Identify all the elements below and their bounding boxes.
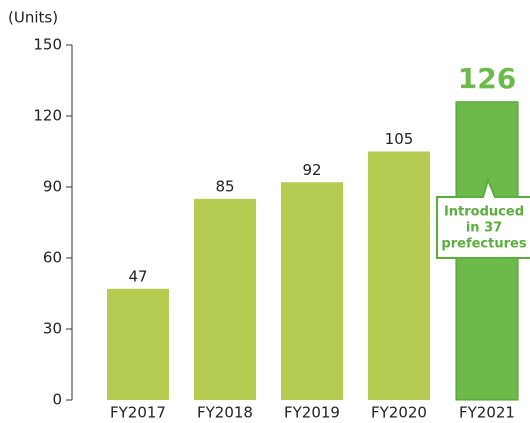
y-tick-label: 120 [33,107,62,125]
value-label: 126 [458,62,516,95]
value-label: 105 [385,130,414,148]
x-tick-label: FY2018 [197,404,253,422]
value-label: 47 [128,267,147,285]
annotation: Introduced [444,205,524,220]
y-tick-label: 60 [43,249,62,267]
value-label: 85 [215,177,234,195]
x-tick-label: FY2017 [110,404,166,422]
x-tick-label: FY2020 [371,404,427,422]
y-tick-label: 0 [52,391,62,409]
bar [368,151,430,400]
y-tick-label: 150 [33,36,62,54]
bar [194,198,256,400]
y-tick-label: 30 [43,320,62,338]
callout-box [436,176,530,259]
value-label: 92 [302,161,321,179]
annotation: in 37 [466,221,502,236]
bar [281,182,343,400]
bar [107,288,169,400]
x-tick-label: FY2019 [284,404,340,422]
y-tick-label: 90 [43,178,62,196]
annotation: prefectures [441,237,526,252]
x-tick-label: FY2021 [459,404,515,422]
axis-label: (Units) [8,9,58,27]
